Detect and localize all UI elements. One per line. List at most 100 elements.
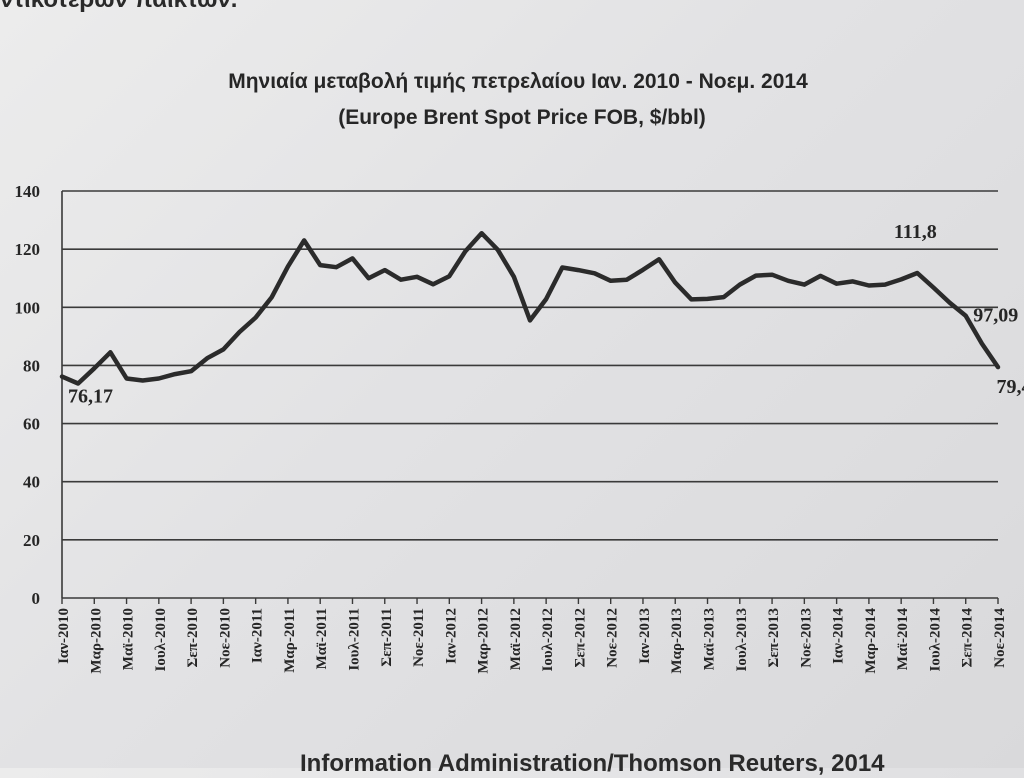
data-point	[318, 263, 322, 267]
data-point	[657, 258, 661, 262]
data-point	[60, 375, 64, 379]
data-point	[544, 297, 548, 301]
data-point	[464, 249, 468, 253]
x-tick-label: Μαρ-2010	[88, 608, 104, 674]
data-point	[883, 283, 887, 287]
gridlines	[62, 191, 998, 540]
x-tick-label: Νοε-2010	[217, 608, 233, 668]
x-tick-label: Μαρ-2014	[863, 608, 879, 674]
data-point	[512, 275, 516, 279]
axes	[62, 191, 998, 604]
x-tick-label: Σεπ-2010	[185, 608, 201, 667]
data-point	[528, 319, 532, 323]
data-label: 79,44	[997, 376, 1024, 398]
data-point	[932, 286, 936, 290]
data-point	[819, 274, 823, 278]
data-point	[141, 379, 145, 383]
x-tick-label: Μαϊ-2014	[895, 608, 911, 671]
x-tick-label: Μαϊ-2013	[702, 608, 718, 670]
data-point	[867, 284, 871, 288]
chart-title: Μηνιαία μεταβολή τιμής πετρελαίου Ιαν. 2…	[228, 70, 808, 93]
data-point	[238, 330, 242, 334]
data-point	[431, 283, 435, 287]
data-point	[690, 298, 694, 302]
data-point	[754, 274, 758, 278]
data-point	[415, 275, 419, 279]
data-point	[399, 278, 403, 282]
data-point	[109, 351, 113, 355]
data-point	[367, 276, 371, 280]
data-point	[351, 257, 355, 261]
data-point	[964, 314, 968, 318]
data-point	[92, 367, 96, 371]
x-tick-label: Ιαν-2011	[250, 608, 266, 663]
data-point	[786, 279, 790, 283]
x-tick-label: Μαϊ-2012	[508, 608, 524, 670]
data-label: 111,8	[894, 221, 937, 243]
x-tick-label: Μαρ-2013	[669, 608, 685, 674]
data-point	[916, 271, 920, 275]
data-point	[157, 377, 161, 381]
data-point	[770, 273, 774, 277]
data-point	[480, 231, 484, 235]
data-point	[996, 365, 1000, 369]
x-tick-label: Σεπ-2014	[960, 608, 976, 668]
y-tick-label: 40	[23, 473, 40, 492]
series-line	[60, 231, 1000, 385]
x-tick-label: Σεπ-2011	[379, 608, 395, 667]
data-point	[173, 372, 177, 376]
data-point	[335, 265, 339, 269]
data-point	[625, 278, 629, 282]
x-tick-label: Νοε-2012	[605, 608, 621, 668]
data-point	[706, 297, 710, 301]
x-tick-label: Ιουλ-2011	[346, 608, 362, 671]
x-tick-label: Μαϊ-2011	[314, 608, 330, 669]
data-point	[383, 268, 387, 272]
x-tick-label: Ιουλ-2012	[540, 608, 556, 672]
data-point	[835, 282, 839, 286]
data-point	[125, 377, 129, 381]
y-tick-label: 20	[23, 531, 40, 550]
data-point	[254, 316, 258, 320]
data-point	[205, 356, 209, 360]
data-point	[270, 295, 274, 299]
data-point	[286, 265, 290, 269]
x-tick-label: Ιαν-2010	[56, 608, 72, 664]
x-tick-label: Μαϊ-2010	[121, 608, 137, 670]
data-point	[609, 279, 613, 283]
data-label: 97,09	[973, 305, 1018, 327]
x-tick-label: Ιαν-2014	[831, 608, 847, 664]
data-point	[738, 283, 742, 287]
data-point	[899, 278, 903, 282]
source-text-fragment: Information Administration/Thomson Reute…	[300, 750, 885, 778]
data-point	[673, 281, 677, 285]
data-point	[980, 342, 984, 346]
x-tick-label: Ιαν-2013	[637, 608, 653, 664]
x-tick-label: Μαρ-2011	[282, 608, 298, 673]
x-tick-label: Ιουλ-2010	[153, 608, 169, 672]
data-point	[302, 239, 306, 243]
data-point	[851, 280, 855, 284]
y-tick-label: 80	[23, 356, 40, 375]
x-tick-label: Μαρ-2012	[476, 608, 492, 674]
x-tick-label: Ιουλ-2014	[927, 608, 943, 672]
y-tick-label: 60	[23, 415, 40, 434]
x-tick-label: Σεπ-2013	[766, 608, 782, 667]
data-point	[496, 248, 500, 252]
data-point	[189, 369, 193, 373]
series-line-brent	[62, 233, 998, 383]
y-tick-label: 140	[15, 182, 41, 201]
y-tick-label: 120	[15, 240, 41, 259]
data-point	[722, 295, 726, 299]
x-tick-labels: Ιαν-2010 Μαρ-2010 Μαϊ-2010 Ιουλ-2010 Σεπ-201…	[56, 608, 1008, 674]
data-point	[448, 274, 452, 278]
y-tick-label: 100	[15, 298, 41, 317]
data-point	[641, 268, 645, 272]
data-point	[593, 271, 597, 275]
x-tick-label: Ιουλ-2013	[734, 608, 750, 672]
x-tick-label: Νοε-2013	[798, 608, 814, 668]
x-tick-label: Νοε-2014	[992, 608, 1008, 668]
x-tick-label: Νοε-2011	[411, 608, 427, 667]
